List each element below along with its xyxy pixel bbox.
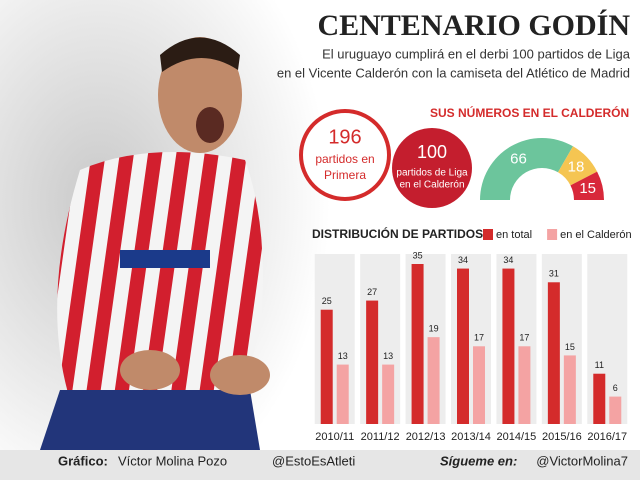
pie-label: 18	[568, 159, 585, 176]
bar-value-label: 34	[458, 255, 468, 265]
bar-value-label: 13	[383, 351, 393, 361]
x-tick-label: 2013/14	[451, 431, 491, 443]
bar-title: DISTRIBUCIÓN DE PARTIDOS	[312, 226, 483, 241]
x-tick-label: 2015/16	[542, 431, 582, 443]
credit-label: Gráfico:	[58, 453, 108, 468]
x-tick-label: 2014/15	[497, 431, 537, 443]
pie-segment	[570, 171, 604, 200]
bar	[427, 337, 440, 424]
legend-label: en total	[496, 229, 532, 241]
highlight-label: partidos en	[315, 152, 374, 166]
highlight-label: en el Calderón	[399, 180, 464, 191]
pie-segment	[558, 146, 598, 186]
bar	[563, 355, 576, 424]
bar-value-label: 27	[367, 287, 377, 297]
legend-swatch	[547, 229, 558, 240]
highlight-label: Primera	[324, 168, 366, 182]
bar	[547, 282, 560, 424]
bar	[593, 373, 606, 424]
bar	[411, 264, 424, 424]
bar	[609, 396, 622, 424]
bar-value-label: 19	[429, 324, 439, 334]
legend-label: en el Calderón	[560, 229, 632, 241]
bar-value-label: 34	[503, 255, 513, 265]
bar	[473, 346, 485, 424]
follow: @VictorMolina7	[536, 453, 628, 468]
bar-value-label: 31	[549, 269, 559, 279]
bar-value-label: 35	[413, 250, 423, 260]
bar-value-label: 17	[474, 333, 484, 343]
subtitle: El uruguayo cumplirá en el derbi 100 par…	[322, 46, 631, 61]
pie-segment	[480, 138, 573, 200]
pie-label: 15	[579, 180, 596, 197]
bar-value-label: 25	[322, 296, 332, 306]
player-photo	[40, 37, 270, 450]
bar-value-label: 17	[519, 333, 529, 343]
follow-label: Sígueme en:	[440, 453, 517, 468]
pie-title: SUS NÚMEROS EN EL CALDERÓN	[430, 105, 629, 120]
bar-value-label: 6	[613, 383, 618, 393]
x-tick-label: 2012/13	[406, 431, 446, 443]
highlight-value: 196	[328, 126, 361, 148]
bar	[320, 309, 333, 424]
x-tick-label: 2016/17	[587, 431, 627, 443]
footer-band	[0, 450, 640, 480]
highlight-value: 100	[417, 142, 447, 162]
bar	[382, 364, 395, 424]
handle: @EstoEsAtleti	[272, 453, 355, 468]
bar	[518, 346, 531, 424]
highlight-circle	[392, 128, 472, 208]
highlight-label: partidos de Liga	[396, 168, 468, 179]
bar-value-label: 13	[338, 351, 348, 361]
bar	[336, 364, 349, 424]
bar	[366, 300, 379, 424]
x-tick-label: 2010/11	[315, 431, 354, 443]
bar	[457, 268, 469, 424]
bar-value-label: 11	[595, 360, 604, 370]
credit: Víctor Molina Pozo	[118, 453, 227, 468]
pie-label: 66	[510, 150, 527, 167]
x-tick-label: 2011/12	[361, 431, 400, 443]
bar-value-label: 15	[565, 342, 575, 352]
legend-swatch	[483, 229, 493, 240]
subtitle: en el Vicente Calderón con la camiseta d…	[277, 65, 630, 80]
highlight-circle	[299, 109, 391, 201]
bar	[502, 268, 515, 424]
title: CENTENARIO GODÍN	[317, 9, 630, 42]
